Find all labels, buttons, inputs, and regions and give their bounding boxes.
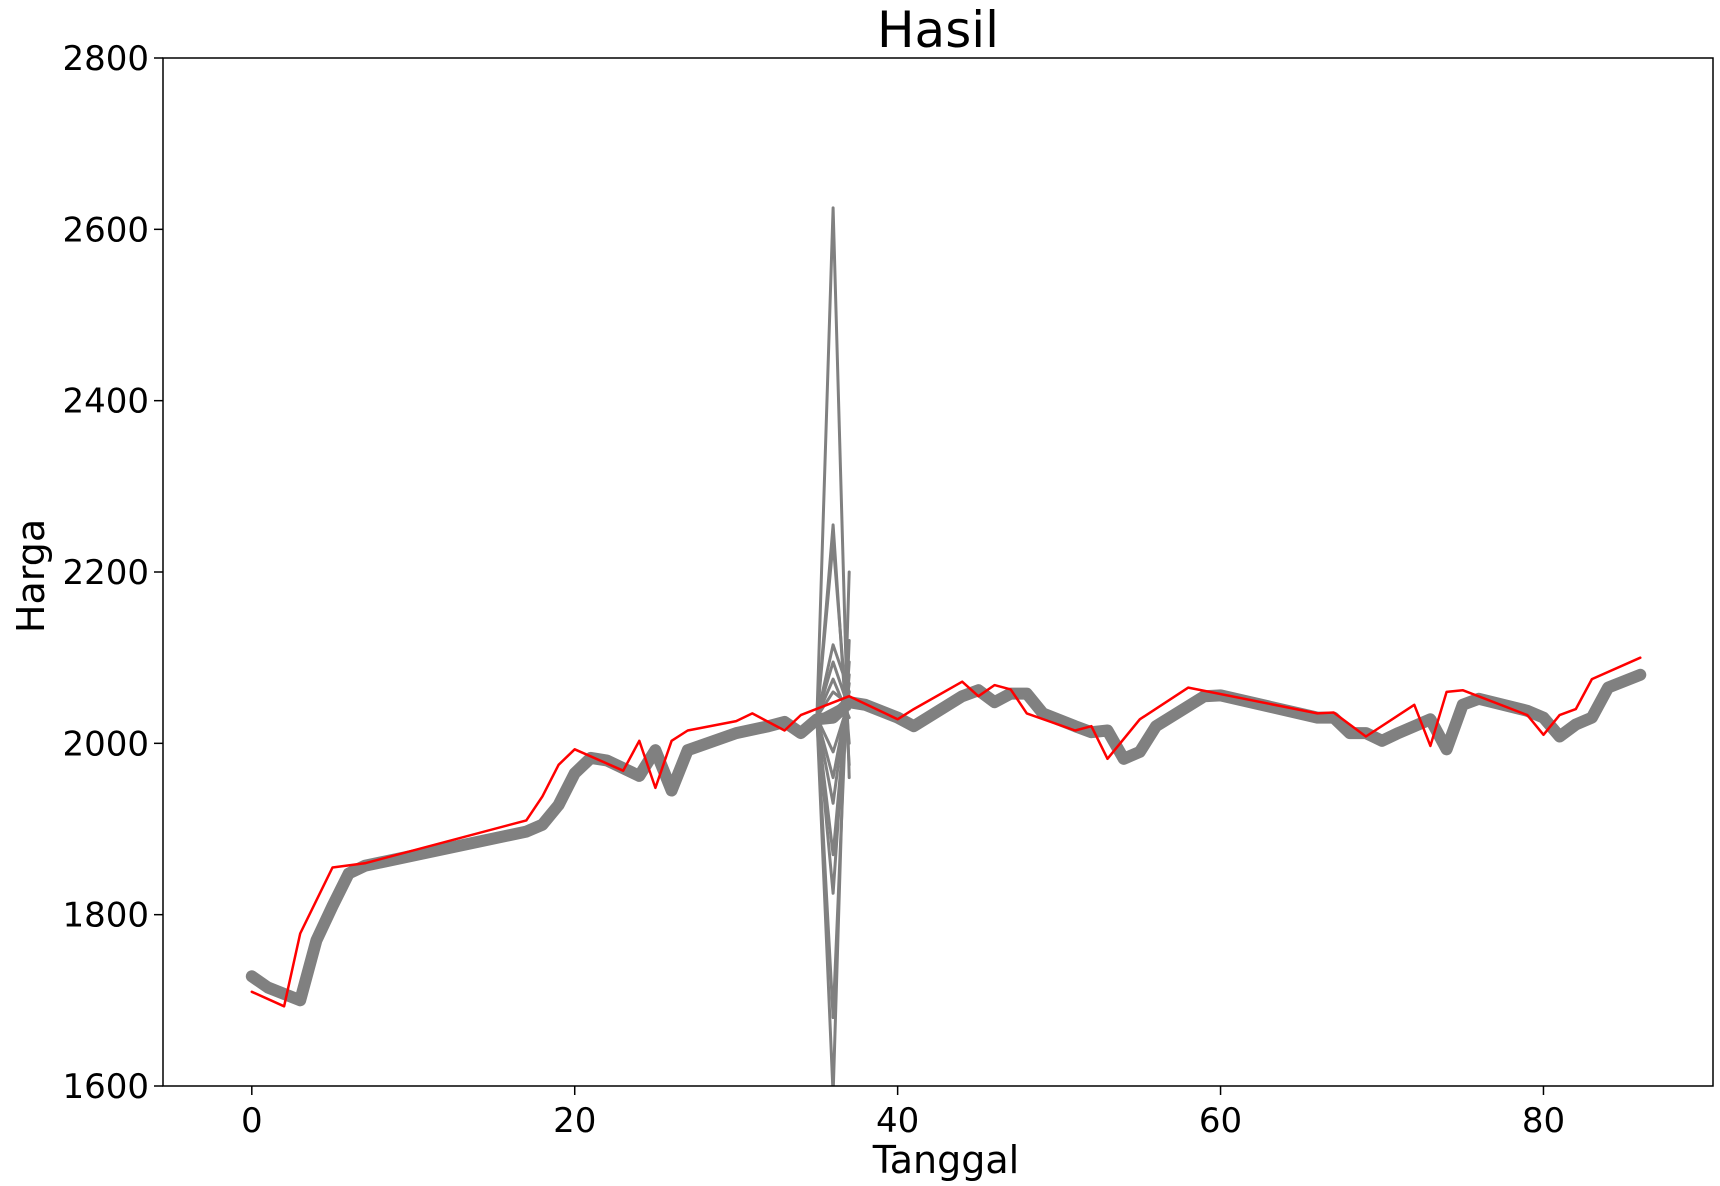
- y-tick-label: 1600: [62, 1067, 149, 1107]
- y-tick-label: 1800: [62, 896, 149, 936]
- plot-frame: [162, 57, 1714, 1087]
- chart-title: Hasil: [877, 1, 999, 59]
- predicted-series-line-10: [815, 660, 851, 719]
- x-tick-label: 60: [1199, 1101, 1242, 1141]
- x-tick-label: 40: [876, 1101, 919, 1141]
- x-tick-label: 0: [241, 1101, 263, 1141]
- y-tick-label: 2400: [62, 382, 149, 422]
- predicted-series-line-1: [245, 668, 1647, 1007]
- x-tick-label: 20: [553, 1101, 596, 1141]
- actual-series-line-0: [250, 656, 1642, 1008]
- y-axis-label: Harga: [9, 519, 53, 633]
- y-tick-label: 2000: [62, 724, 149, 764]
- series-group: [245, 206, 1647, 1086]
- x-tick-label: 80: [1522, 1101, 1565, 1141]
- plot-area: 0 20 40 60 80 1600 1800 2000 2200 2400 2600 2800: [62, 39, 1714, 1141]
- y-tick-label: 2800: [62, 39, 149, 79]
- x-axis-label: Tanggal: [872, 1138, 1019, 1182]
- y-tick-label: 2600: [62, 210, 149, 250]
- predicted-series-line-5: [815, 639, 851, 1019]
- predicted-series-line-15: [815, 699, 851, 754]
- predicted-series-line-16: [815, 699, 851, 720]
- predicted-series-line-9: [815, 673, 851, 857]
- predicted-series-line-14: [815, 690, 851, 719]
- y-tick-label: 2200: [62, 553, 149, 593]
- predicted-series-line-2: [815, 206, 851, 780]
